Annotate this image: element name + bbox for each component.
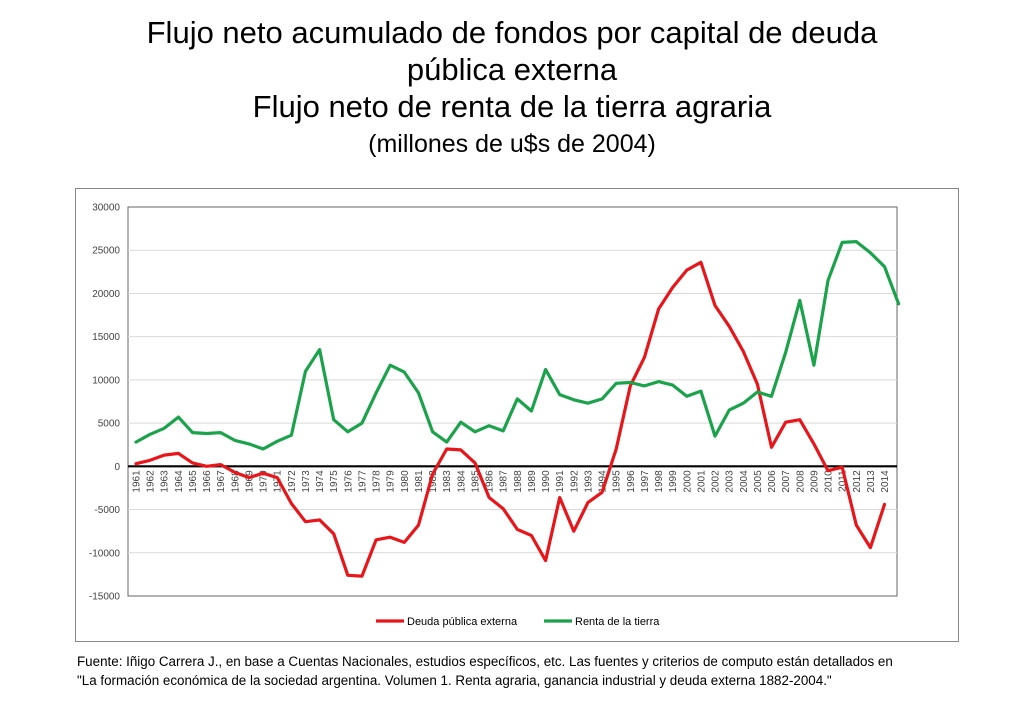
x-tick-label: 1990 xyxy=(541,470,552,493)
series-line-renta xyxy=(134,240,901,451)
y-tick-label: -10000 xyxy=(89,548,121,559)
chart-frame: 30000 25000 20000 15000 10000 5000 0 -5000 -1000… xyxy=(75,188,959,642)
x-tick-label: 1961 xyxy=(132,470,143,493)
y-tick-label: 20000 xyxy=(92,289,120,300)
x-tick-label: 1973 xyxy=(301,470,312,493)
x-tick-label: 2013 xyxy=(866,470,877,493)
y-tick-label: 0 xyxy=(114,462,120,473)
x-tick-label: 1974 xyxy=(315,470,326,493)
x-tick-label: 1983 xyxy=(442,470,453,493)
line-chart: 30000 25000 20000 15000 10000 5000 0 -5000 -1000… xyxy=(89,203,901,628)
y-tick-label: 25000 xyxy=(92,246,120,257)
y-tick-label: 5000 xyxy=(98,419,121,430)
plot-area xyxy=(127,206,898,597)
y-tick-label: -15000 xyxy=(89,592,121,603)
x-tick-label: 1968 xyxy=(230,470,241,493)
x-tick-label: 1995 xyxy=(612,470,623,493)
x-tick-label: 1994 xyxy=(598,470,609,493)
series-line-deuda xyxy=(134,260,887,578)
title-line-3: Flujo neto de renta de la tierra agraria xyxy=(252,89,772,124)
y-tick-label: 30000 xyxy=(92,203,120,214)
x-tick-label: 1986 xyxy=(485,470,496,493)
x-tick-label: 1999 xyxy=(668,470,679,493)
x-tick-label: 2000 xyxy=(682,470,693,493)
x-tick-label: 1964 xyxy=(174,470,185,493)
y-tick-label: -5000 xyxy=(94,505,120,516)
y-tick-label: 15000 xyxy=(92,332,120,343)
title-line-2: pública externa xyxy=(406,52,618,87)
title-line-1: Flujo neto acumulado de fondos por capit… xyxy=(146,15,878,50)
x-tick-label: 1976 xyxy=(343,470,354,493)
x-tick-label: 2009 xyxy=(809,470,820,493)
x-tick-label: 2002 xyxy=(711,470,722,493)
x-tick-label: 2014 xyxy=(880,470,891,493)
x-tick-label: 1996 xyxy=(626,470,637,493)
x-tick-label: 1980 xyxy=(400,470,411,493)
x-tick-label: 1985 xyxy=(470,470,481,493)
footnote: Fuente: Iñigo Carrera J., en base a Cuen… xyxy=(77,652,977,690)
x-tick-label: 1989 xyxy=(527,470,538,493)
footnote-line-2: "La formación económica de la sociedad a… xyxy=(77,673,832,688)
x-tick-label: 2004 xyxy=(739,470,750,493)
x-tick-label: 1970 xyxy=(259,470,270,493)
x-tick-label: 1975 xyxy=(329,470,340,493)
x-tick-label: 2011 xyxy=(838,470,849,492)
x-tick-label: 1972 xyxy=(287,470,298,493)
legend-label: Renta de la tierra xyxy=(575,616,660,628)
x-tick-label: 1998 xyxy=(654,470,665,493)
x-tick-label: 2006 xyxy=(767,470,778,493)
x-tick-label: 2010 xyxy=(824,470,835,493)
x-tick-label: 1982 xyxy=(428,470,439,493)
x-tick-label: 1969 xyxy=(244,470,255,493)
x-tick-label: 2007 xyxy=(781,470,792,493)
x-tick-label: 1991 xyxy=(555,470,566,493)
y-tick-label: 10000 xyxy=(92,375,120,386)
x-tick-label: 2012 xyxy=(852,470,863,493)
x-tick-label: 1987 xyxy=(499,470,510,493)
x-tick-label: 1981 xyxy=(414,470,425,493)
x-tick-label: 1962 xyxy=(146,470,157,493)
x-tick-label: 1978 xyxy=(372,470,383,493)
x-tick-label: 2001 xyxy=(696,470,707,493)
x-tick-label: 2005 xyxy=(753,470,764,493)
legend-label: Deuda pública externa xyxy=(407,616,518,628)
x-tick-label: 1997 xyxy=(640,470,651,493)
x-tick-label: 1966 xyxy=(202,470,213,493)
x-tick-label: 1977 xyxy=(357,470,368,493)
x-tick-label: 1988 xyxy=(513,470,524,493)
x-tick-label: 1992 xyxy=(569,470,580,493)
x-tick-label: 1993 xyxy=(583,470,594,493)
x-tick-label: 1984 xyxy=(456,470,467,493)
x-tick-label: 2003 xyxy=(725,470,736,493)
footnote-line-1: Fuente: Iñigo Carrera J., en base a Cuen… xyxy=(77,654,893,669)
x-tick-label: 1963 xyxy=(160,470,171,493)
title-line-4: (millones de u$s de 2004) xyxy=(368,130,656,158)
x-tick-label: 2008 xyxy=(795,470,806,493)
x-tick-label: 1979 xyxy=(386,470,397,493)
x-tick-label: 1967 xyxy=(216,470,227,493)
x-tick-label: 1965 xyxy=(188,470,199,493)
title-block: Flujo neto acumulado de fondos por capit… xyxy=(0,14,1024,162)
